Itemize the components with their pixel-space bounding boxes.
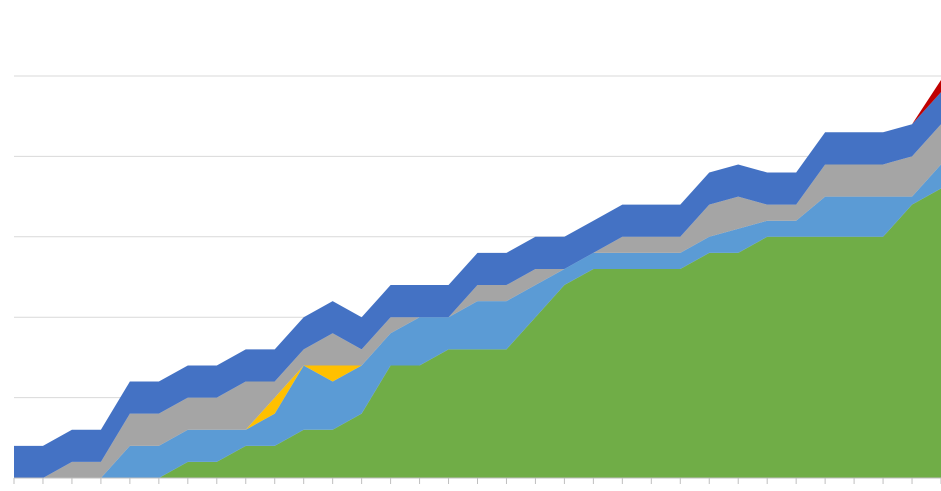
x-axis xyxy=(13,477,941,484)
area-series-group xyxy=(14,80,941,479)
area-series-2 xyxy=(14,164,941,478)
area-series-5 xyxy=(14,92,941,478)
area-series-4 xyxy=(14,124,941,479)
area-series-1 xyxy=(14,188,941,478)
